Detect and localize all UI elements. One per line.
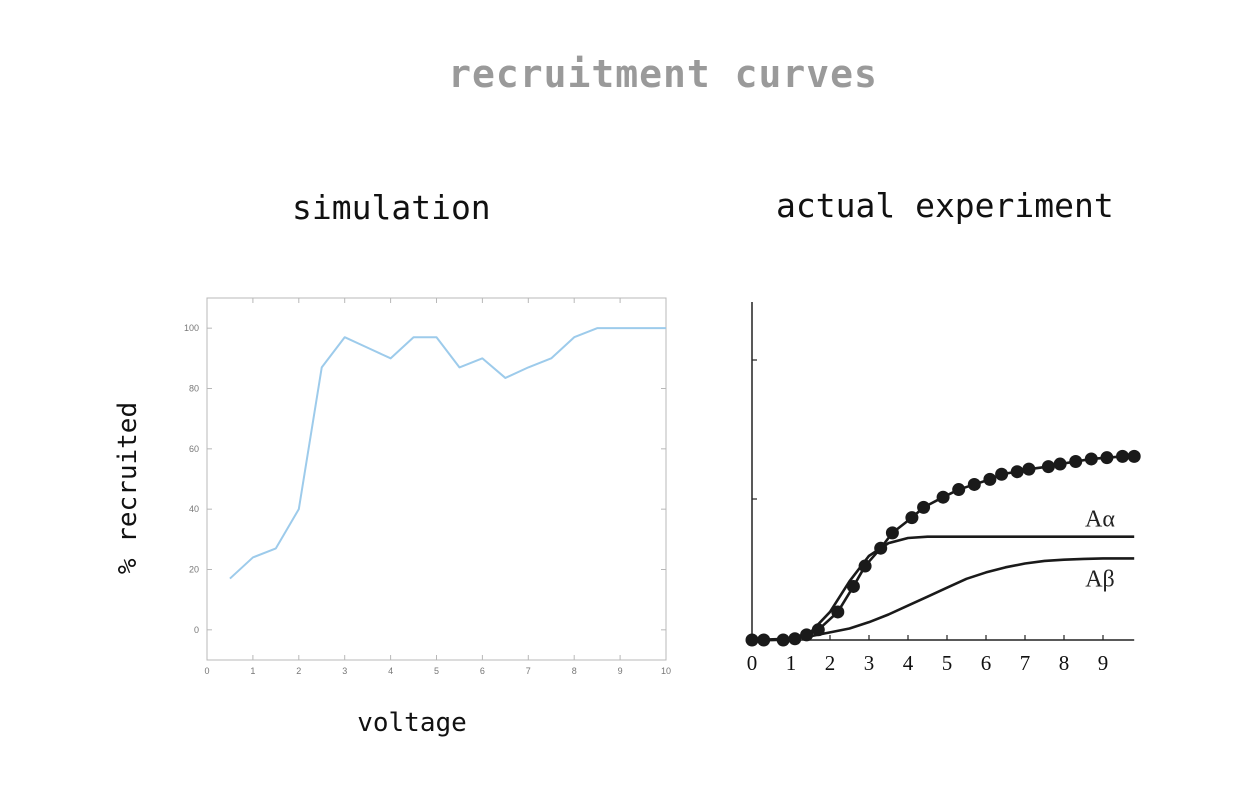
experiment-data-point xyxy=(1100,451,1114,465)
experiment-data-point xyxy=(1053,457,1067,471)
experiment-data-point xyxy=(905,511,919,525)
experiment-x-tick-label: 1 xyxy=(786,651,797,675)
experiment-data-point xyxy=(1041,460,1055,474)
simulation-x-axis-label: voltage xyxy=(357,708,467,738)
experiment-data-point xyxy=(983,472,997,486)
experiment-data-point xyxy=(885,526,899,540)
experiment-data-point xyxy=(952,483,966,497)
simulation-x-tick-label: 9 xyxy=(618,666,623,676)
simulation-x-tick-label: 7 xyxy=(526,666,531,676)
simulation-series-line xyxy=(229,327,666,580)
simulation-y-tick-label: 100 xyxy=(184,323,199,333)
simulation-x-tick-label: 2 xyxy=(296,666,301,676)
experiment-beta-curve xyxy=(751,557,1135,642)
experiment-data-point xyxy=(831,605,845,619)
experiment-data-point xyxy=(874,541,888,555)
experiment-x-tick-label: 7 xyxy=(1020,651,1031,675)
simulation-y-tick-label: 20 xyxy=(189,565,199,575)
simulation-x-tick-label: 8 xyxy=(572,666,577,676)
experiment-data-point xyxy=(1069,455,1083,468)
experiment-data-point xyxy=(1010,465,1024,479)
experiment-data-point xyxy=(788,632,802,646)
experiment-data-point xyxy=(800,628,814,642)
experiment-data-point xyxy=(1116,449,1129,463)
experiment-data-point xyxy=(811,623,825,637)
experiment-x-tick-label: 5 xyxy=(942,651,953,675)
simulation-y-tick-label: 80 xyxy=(189,384,199,394)
experiment-x-tick-label: 8 xyxy=(1059,651,1070,675)
experiment-data-point xyxy=(745,633,759,647)
simulation-y-tick-label: 40 xyxy=(189,504,199,514)
simulation-x-tick-label: 3 xyxy=(342,666,347,676)
experiment-series-label: Aα xyxy=(1085,507,1115,533)
experiment-data-point xyxy=(846,579,860,593)
experiment-x-tick-label: 0 xyxy=(747,651,758,675)
simulation-y-tick-label: 0 xyxy=(194,625,199,635)
experiment-x-tick-label: 2 xyxy=(825,651,836,675)
experiment-data-point xyxy=(936,490,950,504)
experiment-data-point xyxy=(995,467,1009,481)
experiment-x-tick-label: 3 xyxy=(864,651,875,675)
simulation-x-tick-label: 10 xyxy=(661,666,671,676)
experiment-x-tick-label: 9 xyxy=(1098,651,1109,675)
experiment-data-point xyxy=(1022,462,1036,476)
experiment-data-point xyxy=(858,559,872,573)
experiment-data-point xyxy=(1084,452,1098,466)
simulation-x-tick-label: 6 xyxy=(480,666,485,676)
experiment-chart-title: actual experiment xyxy=(776,186,1114,225)
experiment-x-tick-label: 4 xyxy=(903,651,914,675)
experiment-data-point xyxy=(917,500,931,514)
simulation-x-tick-label: 4 xyxy=(388,666,393,676)
experiment-series-label: Aβ xyxy=(1085,566,1115,592)
simulation-x-tick-label: 5 xyxy=(434,666,439,676)
simulation-chart-title: simulation xyxy=(292,188,491,227)
simulation-x-tick-label: 0 xyxy=(204,666,209,676)
simulation-y-tick-label: 60 xyxy=(189,444,199,454)
experiment-data-point xyxy=(776,633,790,647)
experiment-total-curve xyxy=(752,455,1135,642)
experiment-x-tick-label: 6 xyxy=(981,651,992,675)
simulation-x-tick-label: 1 xyxy=(250,666,255,676)
experiment-data-point xyxy=(1127,449,1141,463)
page-title: recruitment curves xyxy=(448,52,878,96)
experiment-data-point xyxy=(967,477,981,491)
simulation-plot-frame xyxy=(206,297,667,661)
experiment-data-point xyxy=(757,633,771,647)
